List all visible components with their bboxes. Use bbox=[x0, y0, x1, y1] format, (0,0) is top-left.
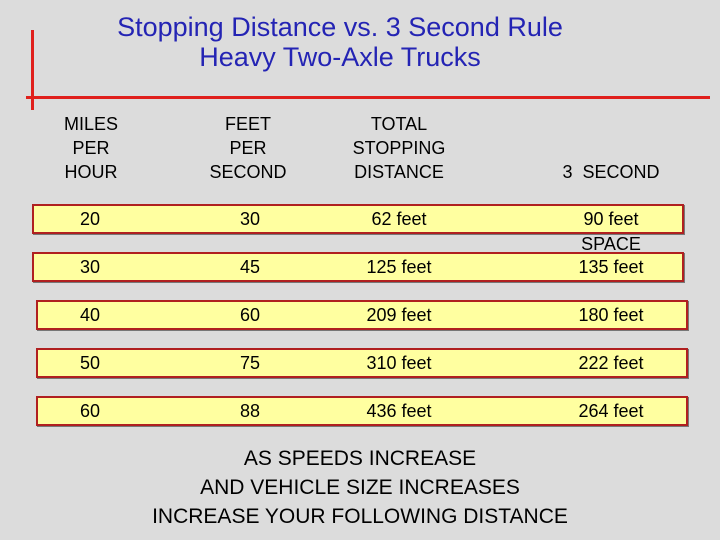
header-line: PER bbox=[72, 138, 110, 158]
header-line: STOPPING bbox=[352, 138, 446, 158]
cell-mph: 20 bbox=[79, 209, 101, 229]
cell-stopping-distance: 310 feet bbox=[366, 353, 432, 373]
header-three-second-space: 3 SECOND SPACE bbox=[545, 112, 677, 304]
cell-stopping-distance: 62 feet bbox=[371, 209, 427, 229]
header-feet-per-second: FEET PER SECOND bbox=[198, 112, 298, 184]
cell-three-second-space: 264 feet bbox=[578, 401, 644, 421]
cell-three-second-space: 135 feet bbox=[578, 257, 644, 277]
table-row bbox=[36, 300, 688, 330]
cell-mph: 30 bbox=[79, 257, 101, 277]
table-row bbox=[32, 252, 684, 282]
cell-three-second-space: 222 feet bbox=[578, 353, 644, 373]
header-line: HOUR bbox=[64, 162, 118, 182]
title-line-2: Heavy Two-Axle Trucks bbox=[199, 42, 481, 72]
cell-stopping-distance: 209 feet bbox=[366, 305, 432, 325]
cell-mph: 60 bbox=[79, 401, 101, 421]
header-miles-per-hour: MILES PER HOUR bbox=[45, 112, 137, 184]
table-row bbox=[36, 348, 688, 378]
footer-line-3: INCREASE YOUR FOLLOWING DISTANCE bbox=[152, 505, 568, 528]
cell-mph: 50 bbox=[79, 353, 101, 373]
header-total-stopping-distance: TOTAL STOPPING DISTANCE bbox=[333, 112, 465, 184]
accent-line-vertical bbox=[31, 30, 34, 110]
cell-stopping-distance: 436 feet bbox=[366, 401, 432, 421]
cell-three-second-space: 180 feet bbox=[578, 305, 644, 325]
cell-fps: 88 bbox=[239, 401, 261, 421]
header-line: DISTANCE bbox=[354, 162, 444, 182]
header-line: FEET bbox=[224, 114, 271, 134]
cell-stopping-distance: 125 feet bbox=[366, 257, 432, 277]
table-row bbox=[32, 204, 684, 234]
footer-line-1: AS SPEEDS INCREASE bbox=[243, 447, 477, 470]
cell-three-second-space: 90 feet bbox=[583, 209, 639, 229]
footer-message: AS SPEEDS INCREASE AND VEHICLE SIZE INCR… bbox=[60, 444, 660, 531]
header-line: PER bbox=[229, 138, 267, 158]
cell-fps: 60 bbox=[239, 305, 261, 325]
slide-title: Stopping Distance vs. 3 Second Rule Heav… bbox=[50, 12, 630, 72]
header-line: MILES bbox=[63, 114, 119, 134]
title-line-1: Stopping Distance vs. 3 Second Rule bbox=[117, 12, 563, 42]
cell-mph: 40 bbox=[79, 305, 101, 325]
header-line: TOTAL bbox=[370, 114, 428, 134]
table-row bbox=[36, 396, 688, 426]
accent-line-horizontal bbox=[26, 96, 710, 99]
header-line: SPACE bbox=[581, 234, 641, 254]
footer-line-2: AND VEHICLE SIZE INCREASES bbox=[200, 476, 520, 499]
header-line: 3 SECOND bbox=[562, 162, 660, 182]
cell-fps: 75 bbox=[239, 353, 261, 373]
cell-fps: 30 bbox=[239, 209, 261, 229]
cell-fps: 45 bbox=[239, 257, 261, 277]
header-line: SECOND bbox=[209, 162, 287, 182]
